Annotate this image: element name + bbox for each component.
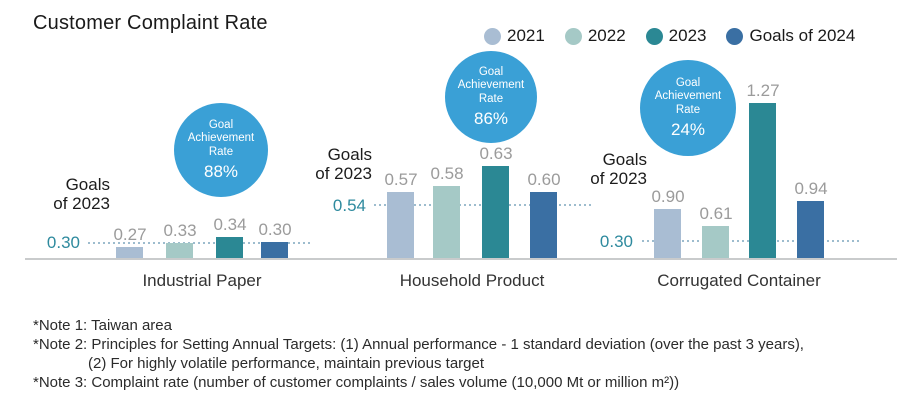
bar-value-label: 0.33 (163, 221, 197, 240)
bar-goals-of-2024 (797, 201, 824, 258)
bar-2022 (702, 226, 729, 258)
goal-achievement-badge: Goal Achievement Rate 88% (174, 103, 268, 197)
category-label-household-product: Household Product (399, 271, 545, 290)
legend-dot-icon-goals-of-2024 (726, 27, 744, 45)
goal-achievement-badge: Goal Achievement Rate 24% (640, 60, 736, 156)
goal-achievement-rate: 88% (203, 162, 239, 182)
bar-chart: Goals of 2023 0.30 0.27 0.33 0.34 0.30 Goal Achi… (10, 51, 897, 290)
goal-achievement-rate: 24% (670, 120, 706, 140)
legend-label: 2023 (668, 26, 707, 45)
goal-achievement-text: Achievement (187, 132, 255, 145)
legend-item-2022: 2022 (564, 26, 626, 46)
bar-2023 (216, 237, 243, 258)
bar-value-label: 0.34 (213, 215, 247, 234)
bar-2021 (116, 247, 143, 258)
goal-value: 0.30 (599, 232, 633, 251)
bar-value-label: 0.27 (113, 225, 147, 244)
goal-label-line: of 2023 (590, 169, 647, 188)
goal-achievement-text: Rate (478, 92, 504, 105)
bar-value-label: 0.61 (699, 204, 733, 223)
note-2: *Note 2: Principles for Setting Annual T… (33, 336, 804, 353)
goal-achievement-text: Achievement (457, 79, 525, 92)
bar-2022 (166, 243, 193, 258)
category-label-industrial-paper: Industrial Paper (142, 271, 262, 290)
goal-achievement-text: Goal (675, 76, 701, 89)
goal-achievement-text: Goal (478, 65, 504, 78)
footnotes: *Note 1: Taiwan area *Note 2: Principles… (33, 316, 804, 392)
goal-label-line: Goals (602, 150, 647, 169)
bar-value-label: 0.94 (794, 179, 828, 198)
page-title: Customer Complaint Rate (33, 12, 268, 34)
legend-item-goals-of-2024: Goals of 2024 (726, 26, 855, 46)
legend-dot-icon-2023 (645, 27, 663, 45)
goal-value: 0.54 (332, 196, 366, 215)
note-1: *Note 1: Taiwan area (33, 317, 172, 334)
bar-goals-of-2024 (530, 192, 557, 258)
legend-item-2023: 2023 (645, 26, 707, 46)
goal-label-line: of 2023 (53, 194, 110, 213)
goal-label-line: Goals (65, 175, 110, 194)
bar-value-label: 1.27 (746, 81, 780, 100)
legend-label: Goals of 2024 (749, 26, 856, 45)
legend: 2021 2022 2023 Goals of 2024 (484, 26, 855, 46)
goal-achievement-rate: 86% (473, 109, 509, 129)
bar-value-label: 0.57 (384, 170, 418, 189)
goal-achievement-badge: Goal Achievement Rate 86% (445, 51, 537, 143)
goal-achievement-text: Rate (208, 145, 234, 158)
bar-value-label: 0.90 (651, 187, 685, 206)
legend-dot-icon-2022 (564, 27, 582, 45)
bar-2022 (433, 186, 460, 258)
note-2-continued: (2) For highly volatile performance, mai… (88, 355, 485, 372)
goals-of-2023-label: Goals of 2023 (10, 175, 110, 213)
x-axis-line (25, 258, 897, 260)
category-label-corrugated-container: Corrugated Container (657, 271, 821, 290)
note-3: *Note 3: Complaint rate (number of custo… (33, 374, 680, 391)
bar-2021 (654, 209, 681, 258)
legend-item-2021: 2021 (484, 26, 545, 46)
bar-value-label: 0.63 (479, 144, 513, 163)
bar-goals-of-2024 (261, 242, 288, 258)
goal-achievement-text: Achievement (654, 90, 722, 103)
bar-2021 (387, 192, 414, 258)
legend-label: 2022 (587, 26, 626, 45)
goal-value: 0.30 (46, 233, 80, 252)
bar-2023 (749, 103, 776, 258)
bar-value-label: 0.58 (430, 164, 464, 183)
bar-2023 (482, 166, 509, 258)
legend-label: 2021 (507, 26, 545, 45)
goal-achievement-text: Rate (675, 103, 701, 116)
bar-value-label: 0.60 (527, 170, 561, 189)
goals-of-2023-label: Goals of 2023 (547, 150, 647, 188)
goal-label-line: of 2023 (315, 164, 372, 183)
goal-dotted-line (88, 242, 310, 244)
goal-label-line: Goals (327, 145, 372, 164)
goals-of-2023-label: Goals of 2023 (272, 145, 372, 183)
bar-value-label: 0.30 (258, 220, 292, 239)
goal-achievement-text: Goal (208, 118, 234, 131)
legend-dot-icon-2021 (484, 27, 501, 45)
